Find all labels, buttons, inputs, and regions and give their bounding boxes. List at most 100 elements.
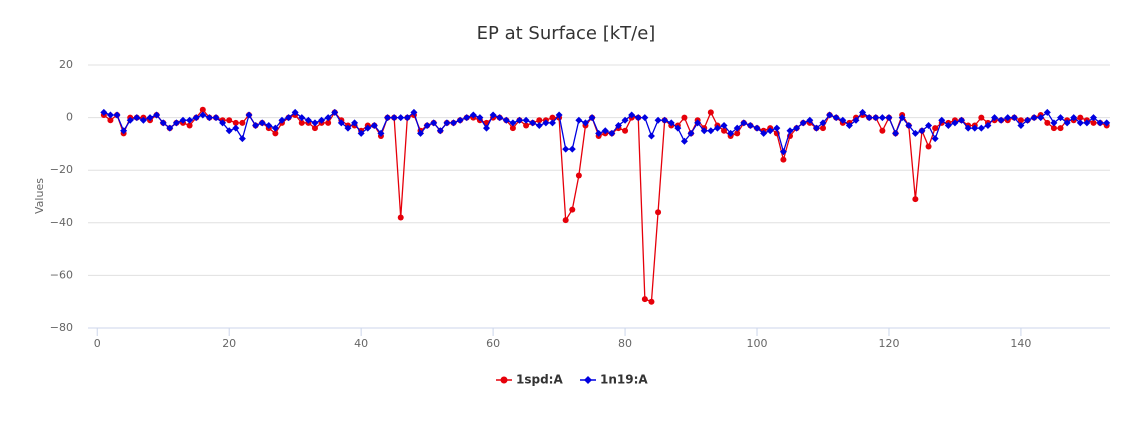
point [318, 116, 326, 124]
point [562, 145, 570, 153]
point [575, 116, 583, 124]
point [680, 137, 688, 145]
point [872, 114, 880, 122]
point [186, 116, 194, 124]
point [1096, 119, 1104, 127]
point [430, 119, 438, 127]
point [734, 130, 741, 137]
point [377, 129, 385, 137]
point [912, 196, 919, 203]
point [265, 121, 273, 129]
x-tick-label: 120 [878, 337, 899, 350]
point [126, 116, 134, 124]
series-line [103, 108, 1107, 303]
point [423, 121, 431, 129]
point [713, 124, 721, 132]
point [799, 119, 807, 127]
point [832, 114, 840, 122]
point [515, 116, 523, 124]
point [351, 119, 359, 127]
point [456, 116, 464, 124]
point [523, 122, 530, 129]
point [700, 127, 708, 135]
point [535, 121, 543, 129]
point [1004, 114, 1012, 122]
point [978, 114, 985, 121]
point [252, 121, 260, 129]
point [239, 119, 246, 126]
point [225, 127, 233, 135]
point [1050, 119, 1058, 127]
point [938, 116, 946, 124]
point [634, 114, 642, 122]
point [588, 114, 596, 122]
point [311, 119, 319, 127]
point [859, 108, 867, 116]
point [489, 111, 497, 119]
x-tick-label: 100 [747, 337, 768, 350]
point [944, 121, 952, 129]
point [450, 119, 458, 127]
point [878, 114, 886, 122]
point [272, 130, 279, 137]
point [548, 119, 556, 127]
point [779, 148, 787, 156]
point [285, 114, 293, 122]
point [608, 129, 616, 137]
point [648, 298, 655, 305]
point [357, 129, 365, 137]
point [443, 119, 451, 127]
point [1010, 114, 1018, 122]
y-tick-label: −40 [50, 216, 73, 229]
point [159, 119, 167, 127]
point [569, 206, 576, 213]
point [1043, 108, 1051, 116]
point [721, 127, 728, 134]
point [865, 114, 873, 122]
point [509, 119, 517, 127]
point [997, 116, 1005, 124]
point [647, 132, 655, 140]
point [760, 129, 768, 137]
y-axis-label: Values [33, 178, 46, 214]
point [1077, 114, 1084, 121]
point [628, 111, 636, 119]
point [707, 127, 715, 135]
point [370, 121, 378, 129]
point [740, 119, 748, 127]
legend-marker [500, 376, 508, 384]
point [1057, 114, 1065, 122]
point [304, 116, 312, 124]
point [885, 114, 893, 122]
point [106, 111, 114, 119]
point [845, 121, 853, 129]
point [951, 119, 959, 127]
point [727, 129, 735, 137]
y-tick-label: 0 [66, 111, 73, 124]
point [562, 217, 569, 224]
point [172, 119, 180, 127]
point [542, 119, 550, 127]
point [483, 124, 491, 132]
point [476, 114, 484, 122]
point [707, 109, 714, 116]
point [120, 127, 128, 135]
point [166, 124, 174, 132]
point [641, 296, 648, 303]
point [654, 116, 662, 124]
x-tick-label: 40 [354, 337, 368, 350]
point [205, 114, 213, 122]
point [469, 111, 477, 119]
x-tick-label: 140 [1010, 337, 1031, 350]
point [641, 114, 649, 122]
point [687, 129, 695, 137]
y-tick-label: 20 [59, 58, 73, 71]
point [397, 114, 405, 122]
point [199, 106, 206, 113]
point [337, 119, 345, 127]
point [186, 122, 193, 129]
point [892, 129, 900, 137]
point [232, 119, 239, 126]
point [232, 124, 240, 132]
